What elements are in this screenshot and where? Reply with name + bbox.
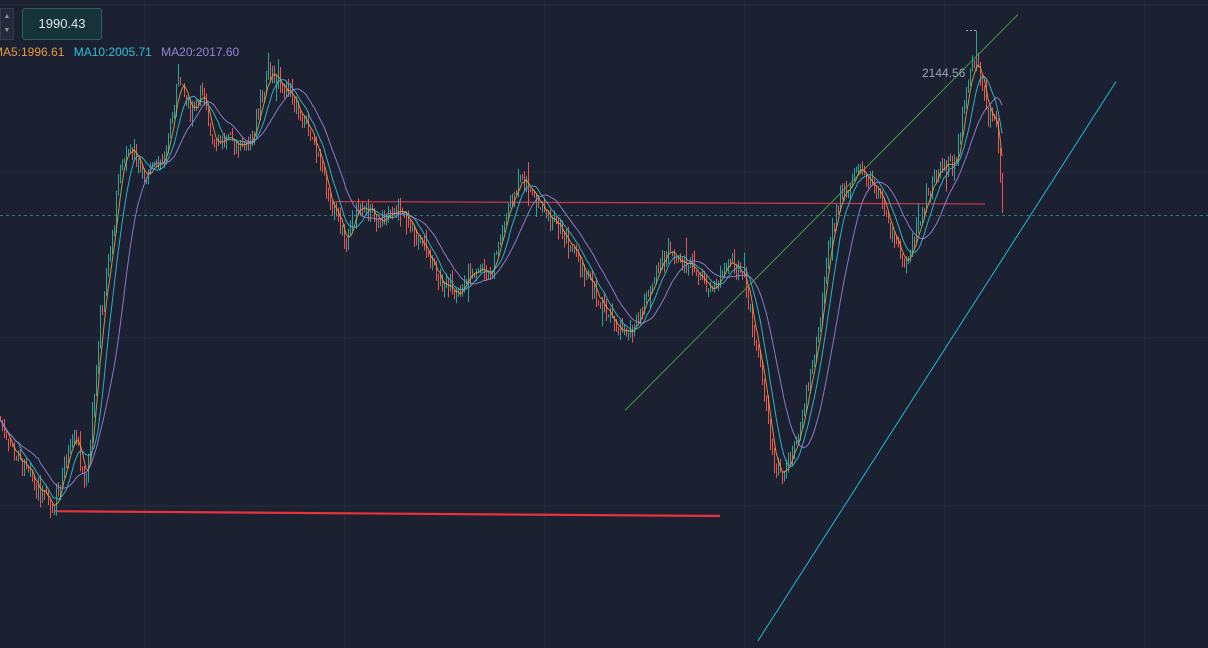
moving-averages — [0, 64, 1003, 507]
ma5-line — [0, 64, 1003, 507]
ma-legend: MA5:1996.61 MA10:2005.71 MA20:2017.60 — [0, 45, 245, 59]
current-price-line-group — [0, 30, 1208, 216]
trend-lines[interactable] — [54, 14, 1117, 642]
lower-channel-line[interactable] — [757, 81, 1117, 642]
price-stepper[interactable]: ▲ ▼ — [0, 8, 14, 40]
ma10-legend-value: MA10:2005.71 — [73, 45, 152, 59]
chevron-down-icon[interactable]: ▼ — [3, 27, 11, 34]
support-line[interactable] — [54, 510, 721, 518]
ma10-line — [0, 75, 1003, 500]
chevron-up-icon[interactable]: ▲ — [3, 13, 11, 20]
ma20-line — [0, 88, 1003, 489]
candles — [0, 30, 1003, 518]
price-input[interactable]: 1990.43 — [22, 8, 102, 40]
upper-channel-line[interactable] — [624, 14, 1019, 411]
resistance-line[interactable] — [334, 200, 986, 205]
ma20-legend-value: MA20:2017.60 — [161, 45, 240, 59]
ma5-legend-value: MA5:1996.61 — [0, 45, 65, 59]
peak-price-label: 2144.56 — [922, 66, 966, 80]
